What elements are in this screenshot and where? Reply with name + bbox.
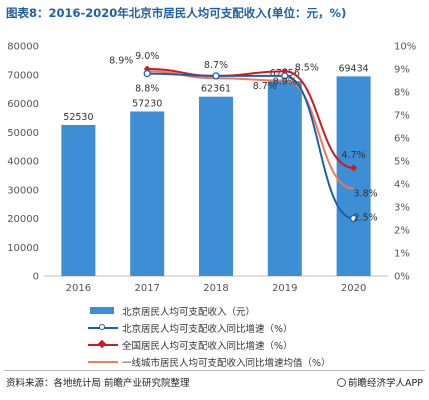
y2-tick-label: 2% bbox=[394, 226, 410, 237]
beijing-growth-value-label: 8.7% bbox=[204, 60, 228, 71]
y-tick-label: 80000 bbox=[7, 42, 39, 53]
legend-swatch-bar bbox=[88, 305, 118, 316]
y2-tick-label: 1% bbox=[394, 249, 410, 260]
y-tick-label: 0 bbox=[33, 272, 39, 283]
y2-tick-label: 0% bbox=[394, 272, 410, 283]
axes: 0 10000 20000 30000 40000 50000 60000 70000 8000… bbox=[7, 42, 416, 295]
beijing-growth-point bbox=[212, 72, 220, 80]
brand-logo-icon bbox=[337, 378, 347, 387]
national-growth-line bbox=[147, 68, 354, 169]
y-tick-label: 50000 bbox=[7, 128, 39, 139]
lines bbox=[143, 65, 358, 223]
y2-tick-label: 8% bbox=[394, 88, 410, 99]
national-growth-point bbox=[350, 164, 358, 172]
y-tick-label: 40000 bbox=[7, 157, 39, 168]
y2-tick-label: 9% bbox=[394, 65, 410, 76]
bar bbox=[267, 81, 302, 276]
beijing-growth-value-label: 2.5% bbox=[354, 213, 378, 224]
national-growth-value-label: 4.7% bbox=[342, 150, 366, 161]
legend-item-tier1-growth: 一线城市居民人均可支配收入同比增速均值（%） bbox=[88, 353, 331, 370]
beijing-growth-point bbox=[349, 214, 358, 223]
tier1-growth-value-label: 8.5% bbox=[295, 63, 319, 74]
brand-name: 前瞻经济学人APP bbox=[348, 378, 423, 389]
legend-label-national-growth: 全国居民人均可支配收入同比增速（%） bbox=[122, 340, 293, 352]
y2-tick-label: 6% bbox=[394, 134, 410, 145]
y-tick-label: 70000 bbox=[7, 70, 39, 81]
bar bbox=[336, 76, 371, 276]
tier1-growth-value-label: 3.8% bbox=[354, 189, 378, 200]
y-tick-label: 20000 bbox=[7, 214, 39, 225]
y2-tick-label: 3% bbox=[394, 203, 410, 214]
bar bbox=[130, 111, 165, 277]
y2-tick-label: 4% bbox=[394, 180, 410, 191]
footer-divider bbox=[4, 370, 425, 371]
x-tick-label: 2018 bbox=[203, 283, 228, 294]
national-growth-value-label: 8.9% bbox=[273, 76, 297, 87]
legend-swatch-national-line bbox=[88, 339, 118, 350]
bar-value-label: 69434 bbox=[338, 63, 368, 74]
legend-label-beijing-growth: 北京居民人均可支配收入同比增速（%） bbox=[122, 323, 293, 335]
x-tick-label: 2019 bbox=[272, 283, 297, 294]
beijing-growth-value-label: 8.8% bbox=[135, 84, 159, 95]
combo-chart: 0 10000 20000 30000 40000 50000 60000 70000 8000… bbox=[7, 42, 416, 295]
bar-value-label: 62361 bbox=[201, 84, 231, 95]
bars bbox=[61, 76, 371, 277]
legend-item-income: 北京居民人均可支配收入（元） bbox=[88, 302, 331, 319]
line-labels: 8.9%8.5%3.8%9.0%8.9%4.7%8.8%8.7%8.7%2.5% bbox=[109, 51, 378, 224]
brand-credit: 前瞻经济学人APP bbox=[337, 375, 423, 389]
beijing-growth-point bbox=[281, 72, 289, 80]
legend-item-beijing-growth: 北京居民人均可支配收入同比增速（%） bbox=[88, 319, 331, 336]
y2-tick-label: 7% bbox=[394, 111, 410, 122]
y-tick-label: 60000 bbox=[7, 99, 39, 110]
bar bbox=[199, 96, 233, 276]
legend-label-income: 北京居民人均可支配收入（元） bbox=[122, 306, 256, 318]
beijing-growth-point bbox=[143, 69, 151, 78]
x-tick-label: 2017 bbox=[134, 283, 159, 294]
y2-tick-label: 5% bbox=[394, 157, 410, 168]
x-tick-label: 2016 bbox=[66, 283, 91, 294]
source-note: 资料来源：各地统计局 前瞻产业研究院整理 bbox=[6, 378, 190, 389]
bar-value-label: 52530 bbox=[63, 112, 93, 123]
legend-swatch-tier1-line bbox=[88, 356, 118, 367]
y-tick-label: 30000 bbox=[7, 185, 39, 196]
legend: 北京居民人均可支配收入（元） 北京居民人均可支配收入同比增速（%） 全国居民人均… bbox=[88, 302, 331, 370]
legend-item-national-growth: 全国居民人均可支配收入同比增速（%） bbox=[88, 336, 331, 353]
national-growth-value-label: 9.0% bbox=[135, 51, 159, 62]
y-tick-label: 10000 bbox=[7, 243, 39, 254]
y2-tick-label: 10% bbox=[394, 42, 416, 53]
x-tick-label: 2020 bbox=[341, 283, 366, 294]
tier1-growth-value-label: 8.9% bbox=[109, 55, 133, 66]
legend-label-tier1-growth: 一线城市居民人均可支配收入同比增速均值（%） bbox=[122, 357, 331, 369]
beijing-growth-line bbox=[147, 72, 354, 220]
bar-value-label: 57230 bbox=[132, 98, 162, 109]
bar bbox=[61, 124, 96, 276]
chart-title: 图表8：2016-2020年北京市居民人均可支配收入(单位：元，%) bbox=[6, 6, 347, 20]
beijing-growth-value-label: 8.7% bbox=[253, 81, 277, 92]
legend-swatch-beijing-line bbox=[88, 322, 118, 333]
